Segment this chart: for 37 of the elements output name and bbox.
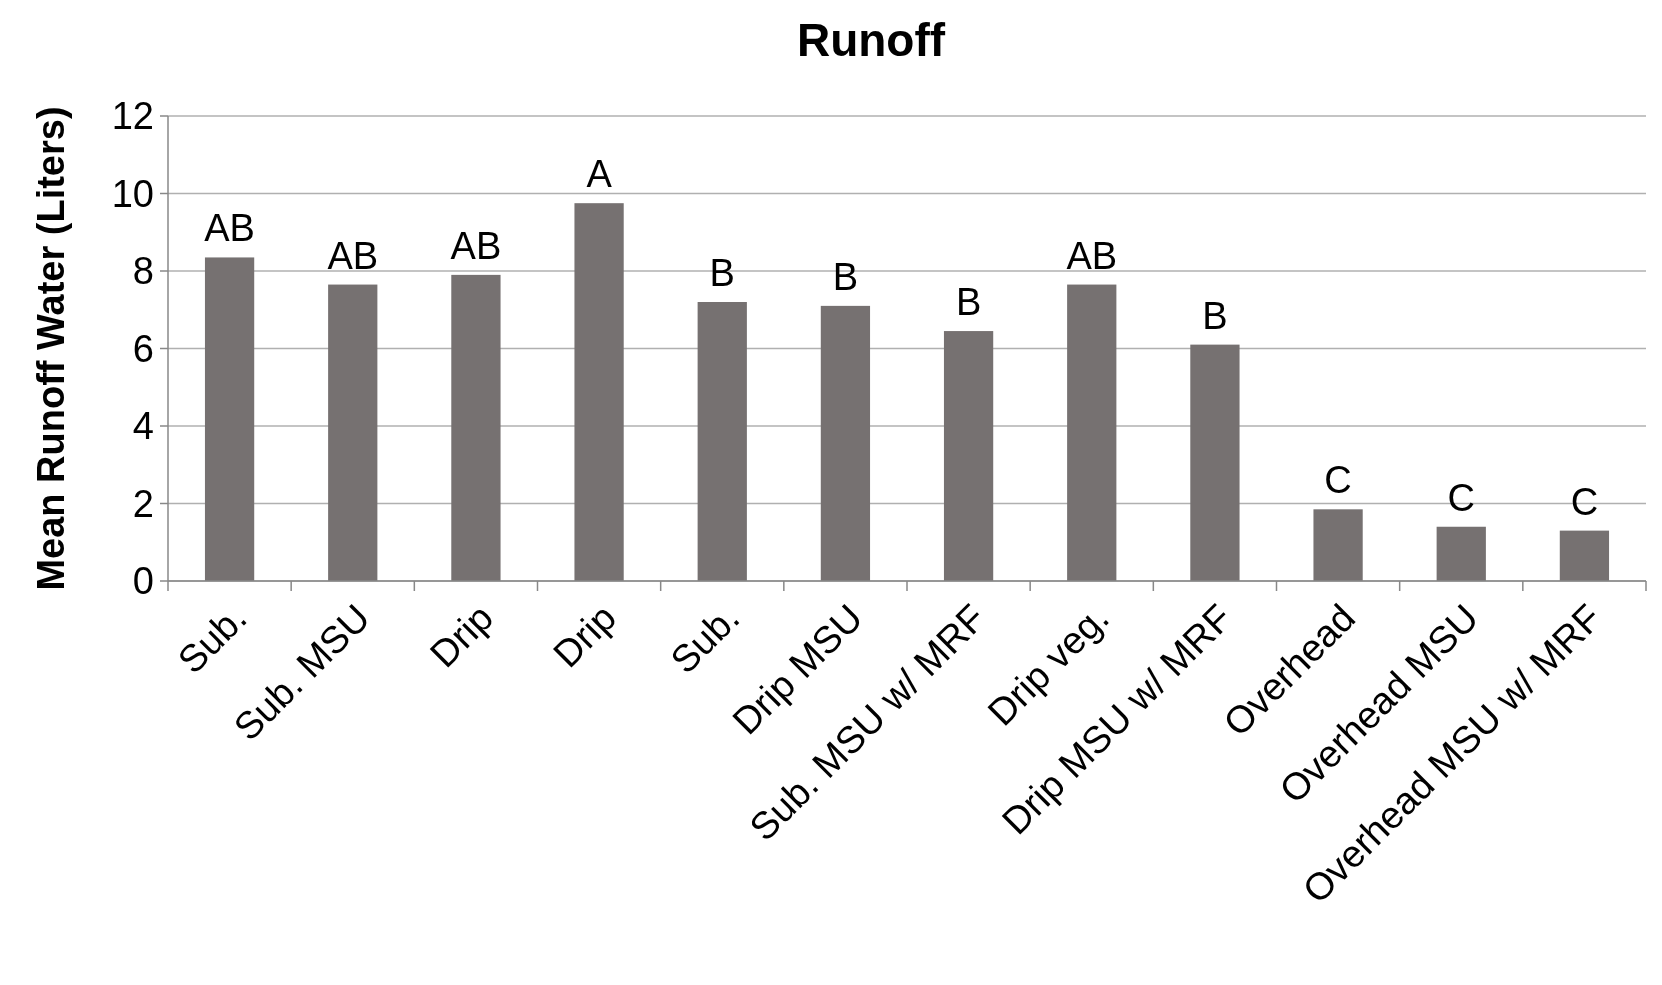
data-label: B — [709, 252, 735, 294]
bar — [1190, 344, 1240, 581]
data-label: AB — [327, 234, 379, 277]
bar — [574, 203, 624, 581]
data-label: C — [1324, 459, 1352, 502]
y-tick-label: 2 — [132, 482, 154, 525]
bar — [328, 284, 378, 581]
bar — [1067, 284, 1117, 581]
bar — [1559, 530, 1610, 581]
bar — [204, 257, 255, 581]
data-label: A — [586, 153, 613, 196]
y-tick-label: 8 — [132, 250, 154, 293]
data-label: B — [832, 255, 859, 298]
data-label: B — [1202, 294, 1228, 337]
x-tick-label: Drip — [545, 596, 625, 676]
x-tick-label: Drip — [422, 596, 501, 676]
bar — [943, 331, 994, 581]
data-label: AB — [450, 224, 502, 267]
bar — [820, 305, 871, 581]
bar — [697, 302, 747, 581]
y-axis-title: Mean Runoff Water (Liters) — [30, 106, 72, 591]
x-tick-label: Sub. — [662, 596, 748, 682]
data-label: AB — [1066, 234, 1118, 277]
y-tick-label: 12 — [111, 95, 154, 138]
x-tick-label: Sub. — [169, 596, 255, 682]
y-tick-label: 4 — [132, 405, 154, 448]
bar — [451, 274, 501, 581]
y-tick-label: 6 — [132, 327, 154, 370]
bar — [1313, 509, 1363, 581]
data-label: C — [1447, 476, 1475, 519]
bar — [1436, 526, 1486, 581]
y-tick-label: 0 — [132, 560, 154, 603]
chart-title: Runoff — [796, 14, 946, 66]
y-tick-label: 10 — [111, 172, 154, 215]
data-label: C — [1570, 480, 1599, 523]
data-label: AB — [204, 207, 255, 250]
data-label: B — [955, 281, 982, 324]
